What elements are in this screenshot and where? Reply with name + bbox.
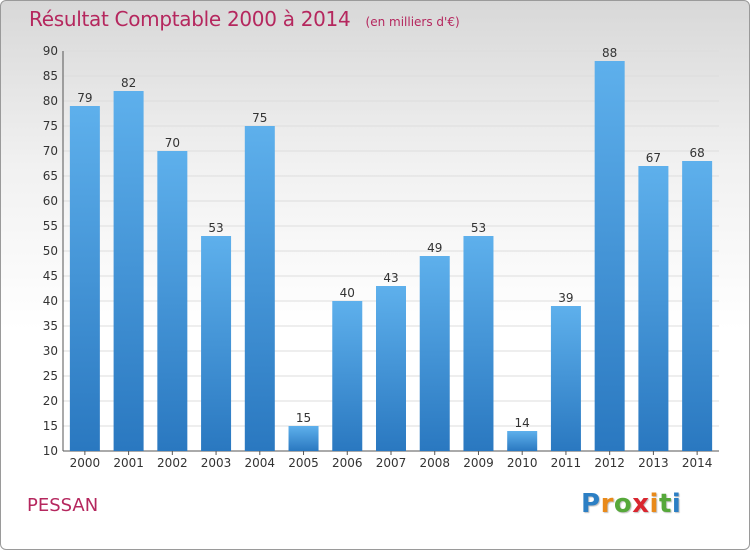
x-tick-label: 2001	[113, 456, 144, 470]
chart-title-row: Résultat Comptable 2000 à 2014 (en milli…	[29, 7, 460, 31]
x-tick-label: 2002	[157, 456, 188, 470]
data-label: 53	[208, 221, 223, 235]
bar	[419, 256, 450, 451]
y-tick-label: 40	[43, 294, 58, 308]
y-tick-label: 85	[43, 69, 58, 83]
chart-title: Résultat Comptable 2000 à 2014	[29, 7, 351, 31]
x-tick-label: 2009	[463, 456, 494, 470]
bar	[550, 306, 581, 451]
bar	[682, 161, 713, 451]
data-labels: 79 82 70 53 75 15 40 43 49 53 14 39 88 67 68	[77, 46, 705, 430]
bar	[463, 236, 494, 451]
data-label: 49	[427, 241, 442, 255]
bar	[594, 61, 625, 451]
y-tick-label: 75	[43, 119, 58, 133]
y-tick-label: 65	[43, 169, 58, 183]
y-tick-label: 35	[43, 319, 58, 333]
bar	[507, 431, 538, 451]
bar	[157, 151, 188, 451]
bar	[288, 426, 319, 451]
logo-letter: x	[632, 489, 650, 519]
data-label: 39	[558, 291, 573, 305]
data-label: 88	[602, 46, 617, 60]
logo-letter: t	[658, 489, 672, 519]
y-tick-label: 60	[43, 194, 58, 208]
x-tick-label: 2004	[245, 456, 276, 470]
y-tick-label: 10	[43, 444, 58, 458]
y-tick-label: 20	[43, 394, 58, 408]
bar	[244, 126, 275, 451]
proxiti-logo: Proxiti	[581, 489, 681, 519]
x-tick-label: 2010	[507, 456, 538, 470]
chart-unit: (en milliers d'€)	[365, 15, 460, 29]
x-tick-label: 2006	[332, 456, 363, 470]
bar	[332, 301, 363, 451]
y-tick-label: 55	[43, 219, 58, 233]
data-label: 15	[296, 411, 311, 425]
x-tick-label: 2011	[551, 456, 582, 470]
data-label: 43	[383, 271, 398, 285]
bar	[638, 166, 669, 451]
logo-letter: P	[581, 489, 601, 519]
logo-letter: i	[649, 489, 659, 519]
logo-letter: r	[600, 489, 614, 519]
bars	[69, 61, 713, 451]
x-tick-label: 2008	[419, 456, 450, 470]
bar	[69, 106, 100, 451]
logo-letter: o	[613, 489, 633, 519]
data-label: 68	[689, 146, 704, 160]
data-label: 40	[340, 286, 355, 300]
data-label: 70	[165, 136, 180, 150]
y-tick-label: 30	[43, 344, 58, 358]
y-tick-labels: 10 15 20 25 30 35 40 45 50 55 60 65 70 75 80 85 90	[43, 44, 58, 458]
y-tick-label: 50	[43, 244, 58, 258]
data-label: 14	[515, 416, 530, 430]
data-label: 82	[121, 76, 136, 90]
bar	[113, 91, 144, 451]
y-tick-label: 70	[43, 144, 58, 158]
y-tick-label: 45	[43, 269, 58, 283]
place-name: PESSAN	[27, 495, 99, 516]
bar	[201, 236, 232, 451]
data-label: 75	[252, 111, 267, 125]
x-tick-label: 2012	[594, 456, 625, 470]
y-tick-label: 25	[43, 369, 58, 383]
y-tick-label: 15	[43, 419, 58, 433]
y-tick-label: 80	[43, 94, 58, 108]
data-label: 53	[471, 221, 486, 235]
data-label: 67	[646, 151, 661, 165]
x-tick-label: 2000	[70, 456, 101, 470]
x-tick-label: 2003	[201, 456, 232, 470]
logo-letter: i	[671, 489, 682, 519]
y-tick-label: 90	[43, 44, 58, 58]
x-tick-label: 2014	[682, 456, 713, 470]
data-label: 79	[77, 91, 92, 105]
x-tick-labels: 2000 2001 2002 2003 2004 2005 2006 2007 2008 2009…	[70, 456, 713, 470]
x-tick-label: 2007	[376, 456, 407, 470]
x-tick-label: 2013	[638, 456, 669, 470]
bar	[376, 286, 406, 451]
x-tick-label: 2005	[288, 456, 319, 470]
